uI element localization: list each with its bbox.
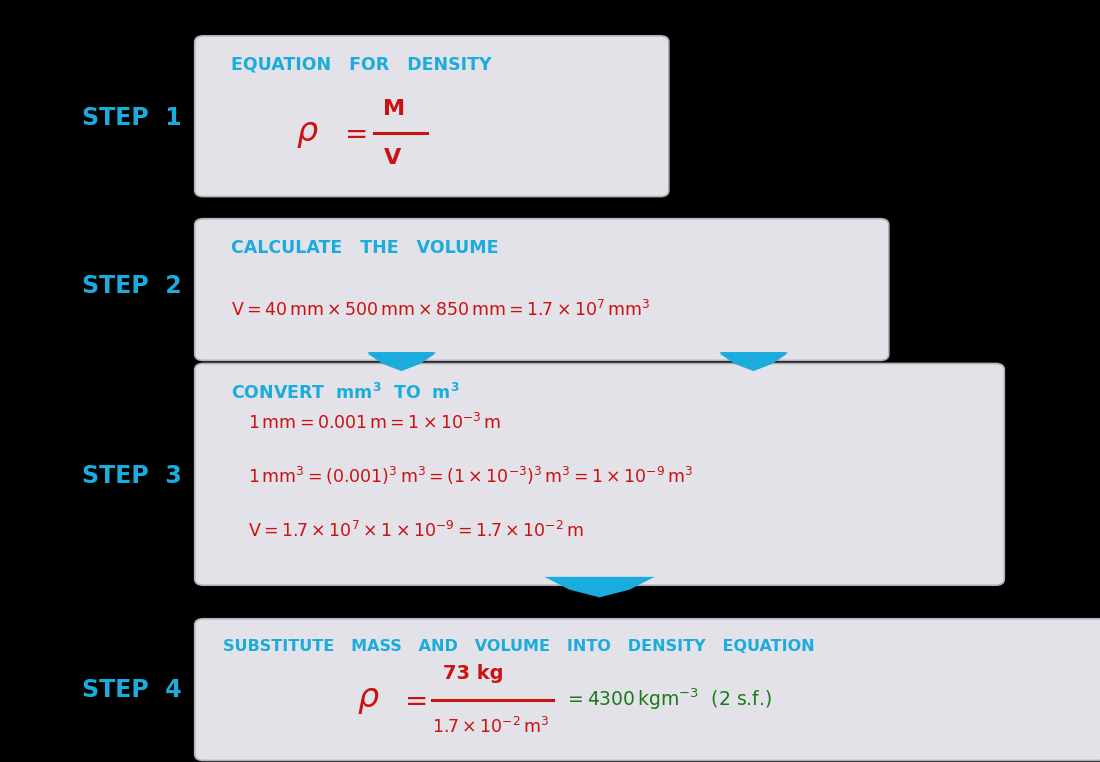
Polygon shape — [719, 354, 788, 370]
Text: $\mathdefault{V = 40\,mm \times 500\,mm \times 850\,mm = 1.7 \times 10^{7}\,mm^{: $\mathdefault{V = 40\,mm \times 500\,mm … — [231, 300, 650, 320]
Text: $\mathdefault{1.7 \times 10^{-2}\,m^{3}}$: $\mathdefault{1.7 \times 10^{-2}\,m^{3}}… — [432, 717, 549, 737]
Text: CALCULATE   THE   VOLUME: CALCULATE THE VOLUME — [231, 239, 498, 257]
FancyBboxPatch shape — [195, 619, 1100, 760]
Text: V: V — [384, 149, 402, 168]
Text: STEP  1: STEP 1 — [82, 106, 183, 130]
Polygon shape — [367, 352, 436, 371]
Text: STEP  2: STEP 2 — [82, 274, 183, 298]
Text: M: M — [383, 99, 405, 119]
Text: STEP  4: STEP 4 — [82, 677, 183, 702]
FancyBboxPatch shape — [195, 36, 669, 197]
Text: $\mathdefault{= 4300\,kgm^{-3}}$  (2 s.f.): $\mathdefault{= 4300\,kgm^{-3}}$ (2 s.f.… — [564, 687, 772, 712]
FancyBboxPatch shape — [195, 363, 1004, 585]
Text: $\mathdefault{1\,mm^{3} = (0.001)^{3}\,m^{3} = (1 \times 10^{-3})^{3}\,m^{3} = 1: $\mathdefault{1\,mm^{3} = (0.001)^{3}\,m… — [248, 465, 693, 488]
Polygon shape — [367, 354, 436, 370]
Text: $=$: $=$ — [339, 120, 366, 147]
Text: $\!\rho$: $\!\rho$ — [358, 683, 379, 716]
Text: EQUATION   FOR   DENSITY: EQUATION FOR DENSITY — [231, 56, 492, 74]
Polygon shape — [544, 577, 654, 597]
Text: $=$: $=$ — [399, 686, 427, 713]
Text: STEP  3: STEP 3 — [82, 464, 183, 488]
Text: 73 kg: 73 kg — [443, 664, 504, 683]
Text: $\mathdefault{1\,mm = 0.001\,m = 1 \times 10^{-3}\,m}$: $\mathdefault{1\,mm = 0.001\,m = 1 \time… — [248, 413, 500, 433]
FancyBboxPatch shape — [195, 219, 889, 360]
Text: $\mathdefault{V = 1.7 \times 10^{7} \times 1 \times 10^{-9} = 1.7 \times 10^{-2}: $\mathdefault{V = 1.7 \times 10^{7} \tim… — [248, 521, 583, 541]
Text: CONVERT  $\mathdefault{mm^{3}}$  TO  $\mathdefault{m^{3}}$: CONVERT $\mathdefault{mm^{3}}$ TO $\math… — [231, 383, 460, 403]
Polygon shape — [719, 352, 788, 371]
Text: SUBSTITUTE   MASS   AND   VOLUME   INTO   DENSITY   EQUATION: SUBSTITUTE MASS AND VOLUME INTO DENSITY … — [223, 639, 815, 654]
Text: $\!\rho$: $\!\rho$ — [297, 117, 319, 150]
